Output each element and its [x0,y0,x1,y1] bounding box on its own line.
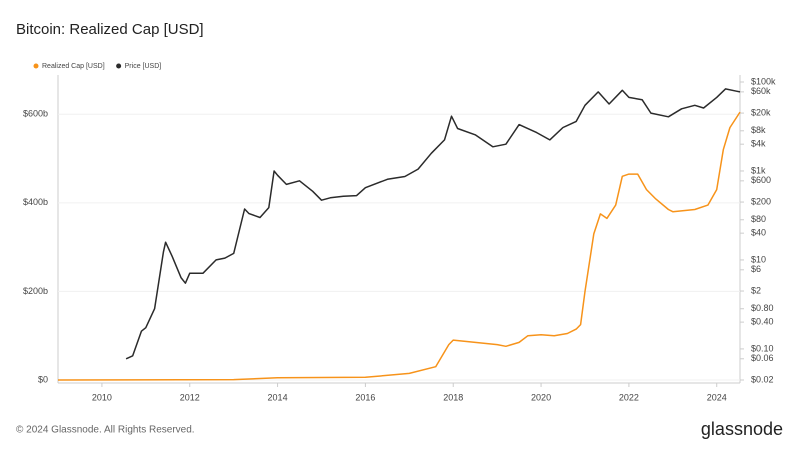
chart-title: Bitcoin: Realized Cap [USD] [16,21,204,38]
y2-tick-label: $20k [751,107,771,117]
legend-marker [33,63,39,69]
y2-tick-label: $10 [751,254,766,264]
y-tick-label: $600b [23,109,48,119]
x-tick-label: 2018 [443,392,463,402]
footer: © 2024 Glassnode. All Rights Reserved. [16,425,195,436]
y2-tick-label: $8k [751,125,766,135]
x-tick-label: 2010 [92,392,112,402]
y2-tick-label: $60k [751,86,771,96]
y2-tick-label: $600 [751,175,771,185]
y2-tick-label: $80 [751,214,766,224]
y2-tick-label: $200 [751,196,771,206]
x-tick-label: 2020 [531,392,551,402]
y2-tick-label: $0.80 [751,303,774,313]
y2-tick-label: $1k [751,165,766,175]
y2-tick-label: $0.40 [751,316,774,326]
y2-tick-label: $0.02 [751,374,774,384]
y2-tick-label: $40 [751,228,766,238]
y-tick-label: $0 [38,374,48,384]
y2-tick-label: $4k [751,139,766,149]
x-tick-label: 2024 [707,392,727,402]
brand: glassnode [701,419,783,439]
legend-marker [116,63,122,69]
x-tick-label: 2022 [619,392,639,402]
y2-tick-label: $0.06 [751,353,774,363]
legend-label: Realized Cap [USD] [42,63,105,70]
series-line [57,111,741,381]
series-line [125,88,741,360]
x-tick-label: 2012 [180,392,200,402]
y2-tick-label: $2 [751,285,761,295]
y-tick-label: $200b [23,286,48,296]
y2-tick-label: $6 [751,264,761,274]
y2-tick-label: $0.10 [751,343,774,353]
x-tick-label: 2014 [268,392,288,402]
legend-label: Price [USD] [125,63,162,70]
y-tick-label: $400b [23,197,48,207]
y2-tick-label: $100k [751,76,776,86]
x-tick-label: 2016 [355,392,375,402]
